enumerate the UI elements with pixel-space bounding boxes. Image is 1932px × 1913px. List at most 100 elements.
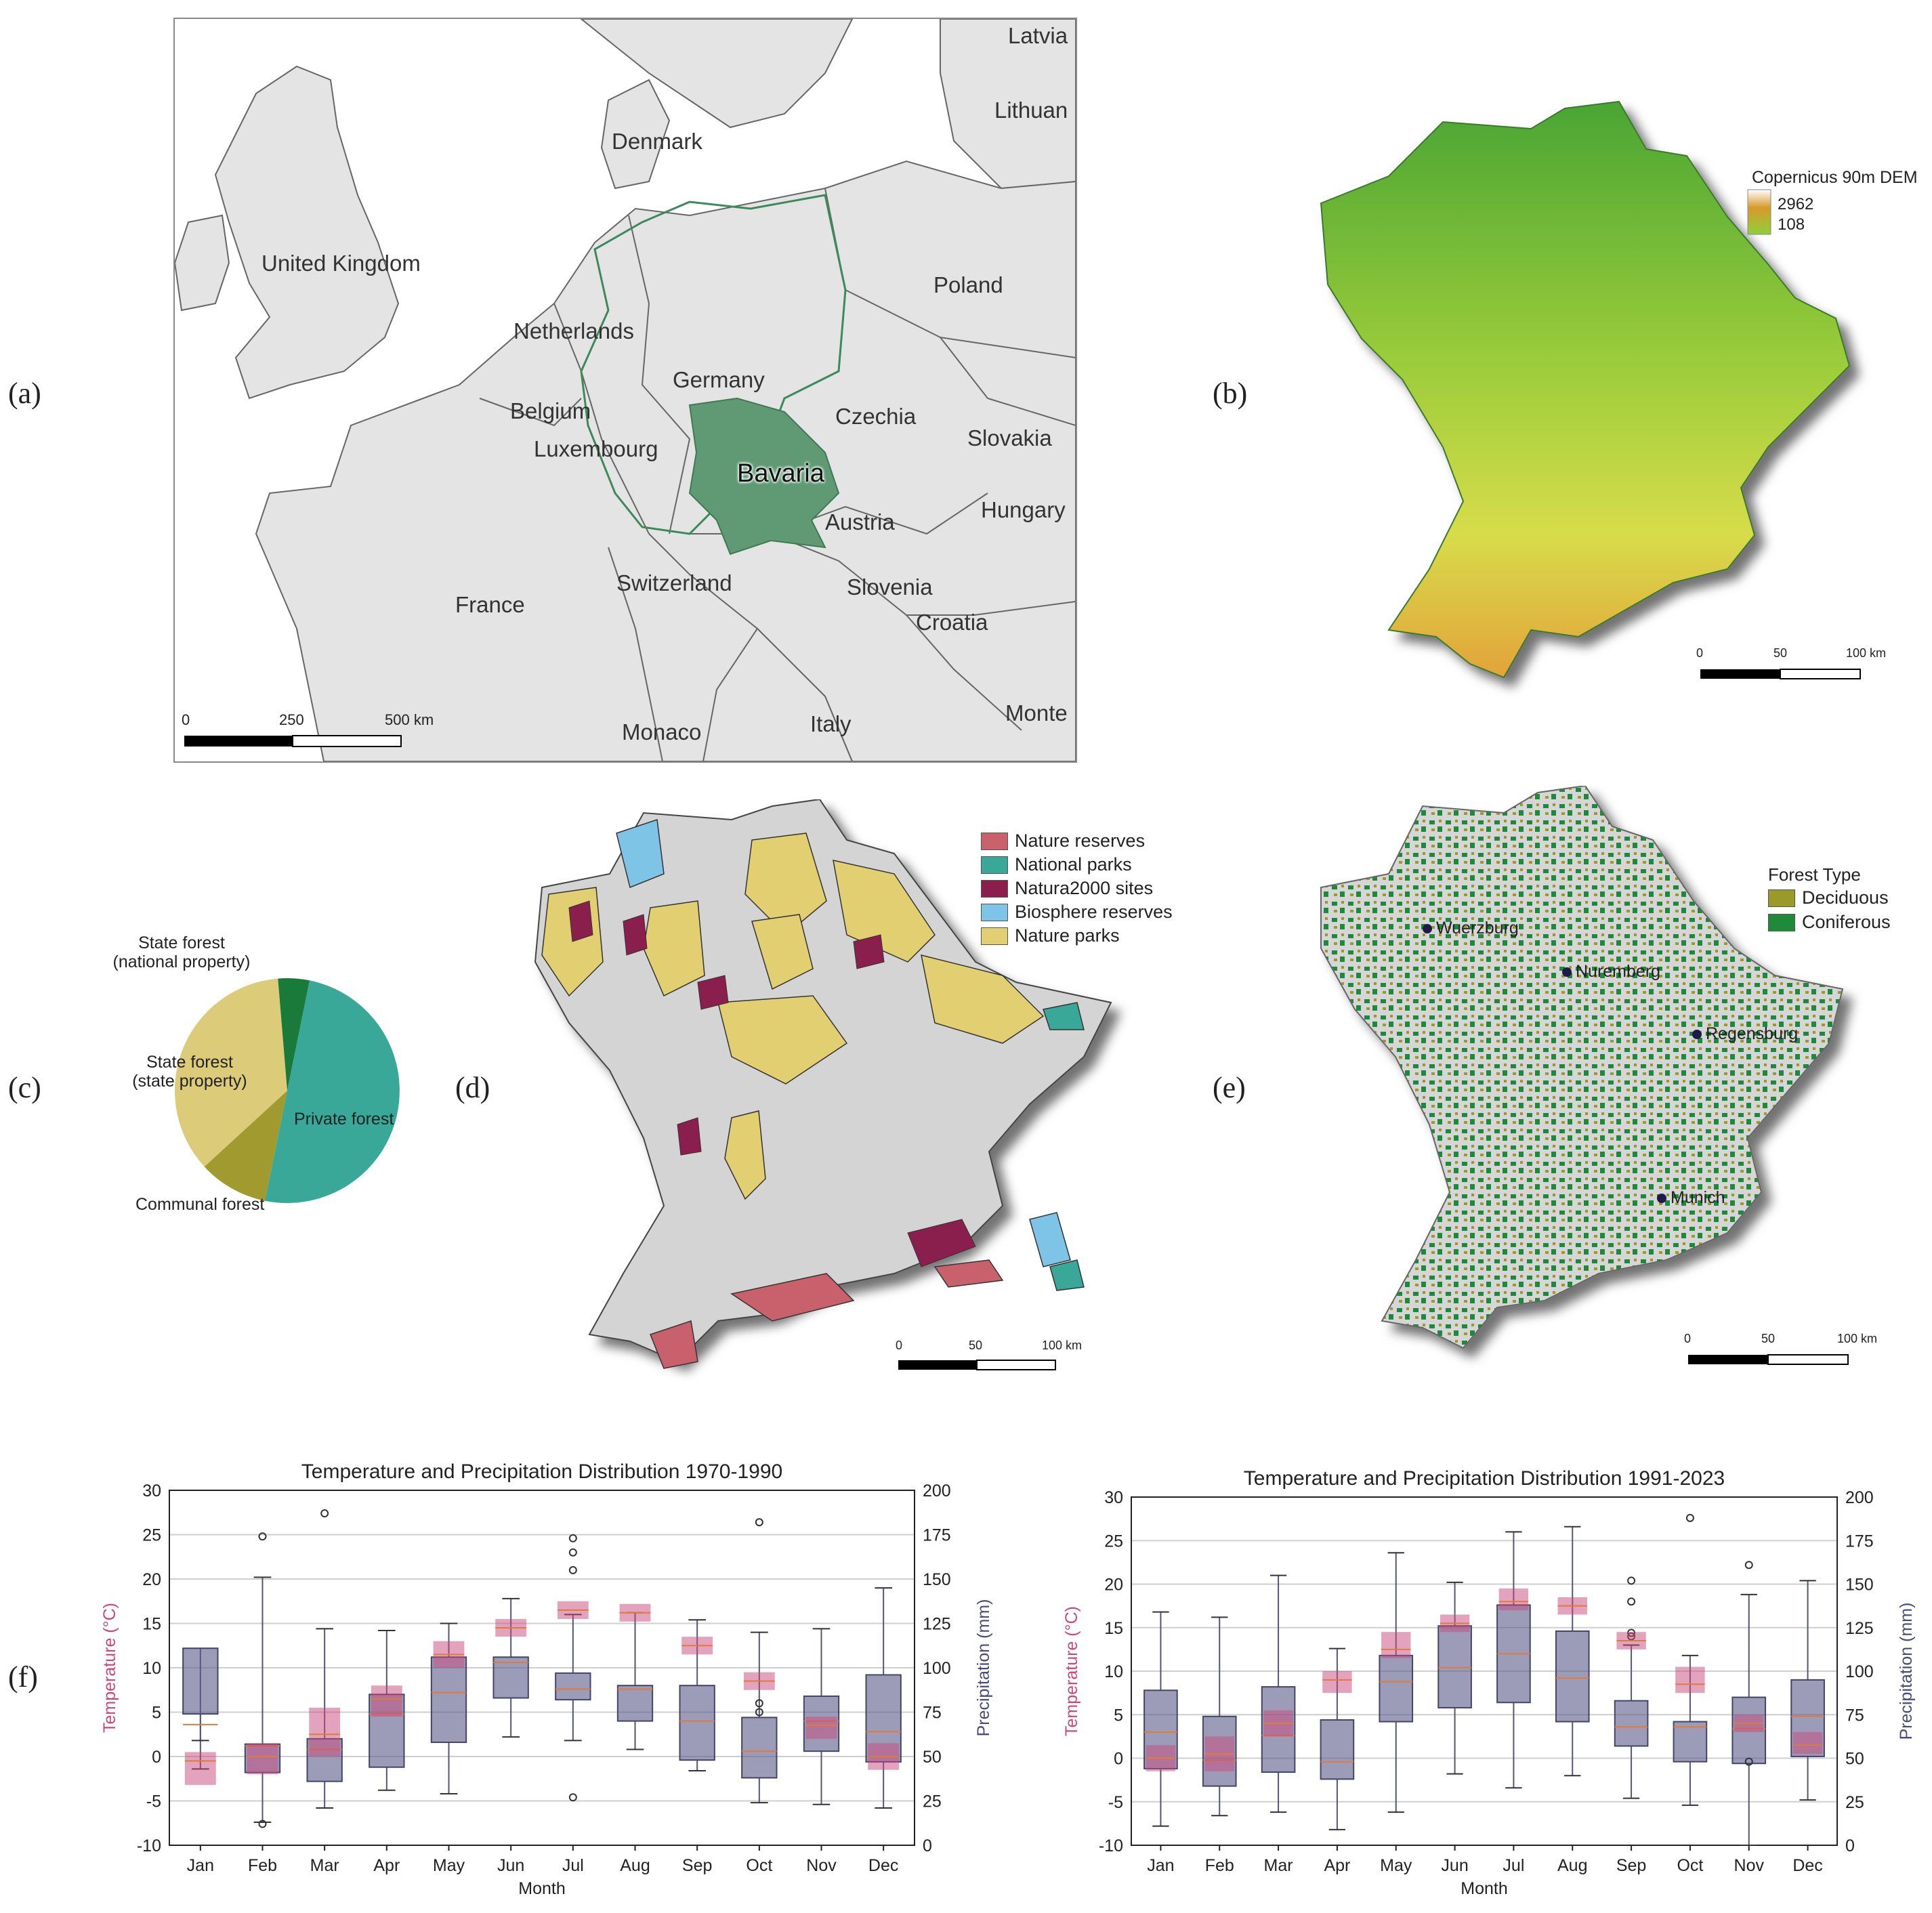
city-dot-icon xyxy=(1692,1029,1702,1039)
country-label-italy: Italy xyxy=(810,711,852,736)
x-tick-label: Dec xyxy=(868,1856,898,1875)
precip-box xyxy=(679,1685,715,1761)
legend-swatch xyxy=(1768,889,1795,907)
y-tick-right: 150 xyxy=(1845,1576,1874,1595)
legend-label: Coniferous xyxy=(1802,912,1891,932)
y-tick-right: 125 xyxy=(923,1615,951,1634)
temp-box xyxy=(1322,1671,1352,1694)
legend-label: Biosphere reserves xyxy=(1015,902,1173,922)
pie-label-private: Private forest xyxy=(294,1110,394,1129)
precip-box xyxy=(1555,1630,1590,1723)
y-tick-right: 75 xyxy=(923,1704,942,1723)
y-tick-left: 10 xyxy=(142,1659,161,1678)
country-label-belgium: Belgium xyxy=(510,398,591,423)
precip-box xyxy=(1379,1654,1414,1723)
x-tick-label: Jan xyxy=(187,1856,214,1875)
country-label-bavaria: Bavaria xyxy=(737,459,824,488)
country-label-poland: Poland xyxy=(933,272,1003,297)
y-tick-right: 50 xyxy=(1845,1750,1864,1769)
x-tick-label: Sep xyxy=(682,1856,712,1875)
country-label-france: France xyxy=(455,592,525,617)
forest-type-shapes xyxy=(1320,784,1849,1365)
chart-title: Temperature and Precipitation Distributi… xyxy=(1244,1467,1725,1490)
y-tick-right: 0 xyxy=(1845,1836,1855,1855)
forest-ownership-pie-panel: State forest (national property) State f… xyxy=(88,928,454,1233)
forest-type-panel: Forest Type Deciduous Coniferous Wuerzbur… xyxy=(1314,784,1932,1382)
y-tick-right: 175 xyxy=(1845,1532,1874,1551)
country-label-croatia: Croatia xyxy=(916,610,988,635)
city-dot-icon xyxy=(1423,923,1432,933)
precip-box xyxy=(741,1717,778,1779)
city-label-munich: Munich xyxy=(1671,1188,1725,1207)
x-tick-label: Aug xyxy=(620,1856,650,1875)
x-tick-label: Nov xyxy=(1734,1856,1765,1875)
y-tick-right: 25 xyxy=(1845,1793,1864,1812)
y-tick-left: 30 xyxy=(142,1481,161,1500)
x-tick-label: Apr xyxy=(373,1856,400,1875)
temp-box xyxy=(1381,1632,1411,1658)
dem-map-panel: Copernicus 90m DEM 2962 108 0 50 100 km xyxy=(1307,95,1932,705)
pie-slice-private xyxy=(265,980,400,1203)
y-axis-label-left: Temperature (°C) xyxy=(1062,1606,1081,1736)
x-tick-label: Jun xyxy=(497,1856,524,1875)
panel-label-c: (c) xyxy=(8,1071,41,1104)
panel-label-b: (b) xyxy=(1213,377,1248,410)
precip-outlier xyxy=(1744,1757,1753,1766)
scale-tick-d-1: 50 xyxy=(969,1339,983,1352)
legend-item-national-parks: National parks xyxy=(981,854,1132,875)
legend-label: Nature reserves xyxy=(1015,831,1146,851)
city-regensburg: Regensburg xyxy=(1692,1024,1798,1044)
y-tick-left: 30 xyxy=(1104,1488,1123,1507)
dem-legend-max: 2962 xyxy=(1778,195,1814,213)
legend-label: Nature parks xyxy=(1015,925,1120,946)
precip-box xyxy=(1437,1625,1472,1708)
y-tick-right: 200 xyxy=(1845,1488,1874,1507)
country-label-switzerland: Switzerland xyxy=(616,570,732,595)
precip-outlier xyxy=(1627,1597,1636,1606)
y-tick-right: 150 xyxy=(923,1570,951,1589)
y-axis-label-right: Precipitation (mm) xyxy=(1897,1603,1916,1740)
precip-outlier xyxy=(258,1820,267,1828)
temp-box xyxy=(371,1685,402,1717)
legend-item-nature-parks: Nature parks xyxy=(981,925,1120,946)
country-label-uk: United Kingdom xyxy=(261,251,421,276)
country-label-latvia: Latvia xyxy=(1008,23,1068,48)
x-tick-label: Oct xyxy=(746,1856,772,1875)
y-tick-left: 20 xyxy=(1104,1576,1123,1595)
dem-legend-min: 108 xyxy=(1778,215,1805,234)
y-tick-left: 5 xyxy=(1114,1706,1123,1725)
x-tick-label: Aug xyxy=(1557,1856,1587,1875)
dem-legend-title: Copernicus 90m DEM xyxy=(1752,168,1918,187)
precip-box xyxy=(430,1656,467,1744)
city-nuremberg: Nuremberg xyxy=(1562,962,1660,982)
protected-areas-shapes xyxy=(534,798,1112,1370)
y-tick-left: -5 xyxy=(146,1792,161,1811)
x-tick-label: Oct xyxy=(1677,1856,1703,1875)
scale-tick-d-2: 100 km xyxy=(1042,1339,1083,1352)
forest-legend-title: Forest Type xyxy=(1768,864,1861,885)
temp-box xyxy=(805,1717,837,1739)
legend-item-coniferous: Coniferous xyxy=(1768,912,1891,933)
city-label-wuerzburg: Wuerzburg xyxy=(1436,919,1519,938)
y-tick-right: 75 xyxy=(1845,1706,1864,1725)
y-tick-left: 15 xyxy=(142,1615,161,1634)
legend-item-natura2000-sites: Natura2000 sites xyxy=(981,878,1153,899)
scale-tick-a-2: 500 km xyxy=(385,711,434,728)
precip-outlier xyxy=(1744,1561,1753,1570)
precip-box xyxy=(1673,1721,1708,1763)
x-axis-label: Month xyxy=(518,1879,565,1898)
temp-box xyxy=(1498,1588,1529,1611)
x-tick-label: May xyxy=(1380,1856,1412,1875)
y-tick-left: 25 xyxy=(142,1526,161,1545)
country-label-monaco: Monaco xyxy=(622,719,702,744)
y-tick-right: 25 xyxy=(923,1792,942,1811)
europe-map: Latvia Lithuan Denmark United Kingdom Po… xyxy=(173,18,1077,763)
y-tick-left: 15 xyxy=(1104,1619,1123,1638)
country-label-lithuania: Lithuan xyxy=(994,98,1068,123)
plot-frame xyxy=(169,1490,915,1846)
country-label-monte: Monte xyxy=(1005,700,1068,726)
forest-ownership-pie xyxy=(175,978,400,1203)
temp-box xyxy=(1675,1666,1705,1694)
scale-tick-b-0: 0 xyxy=(1696,646,1704,660)
y-axis-label-left: Temperature (°C) xyxy=(100,1603,119,1733)
